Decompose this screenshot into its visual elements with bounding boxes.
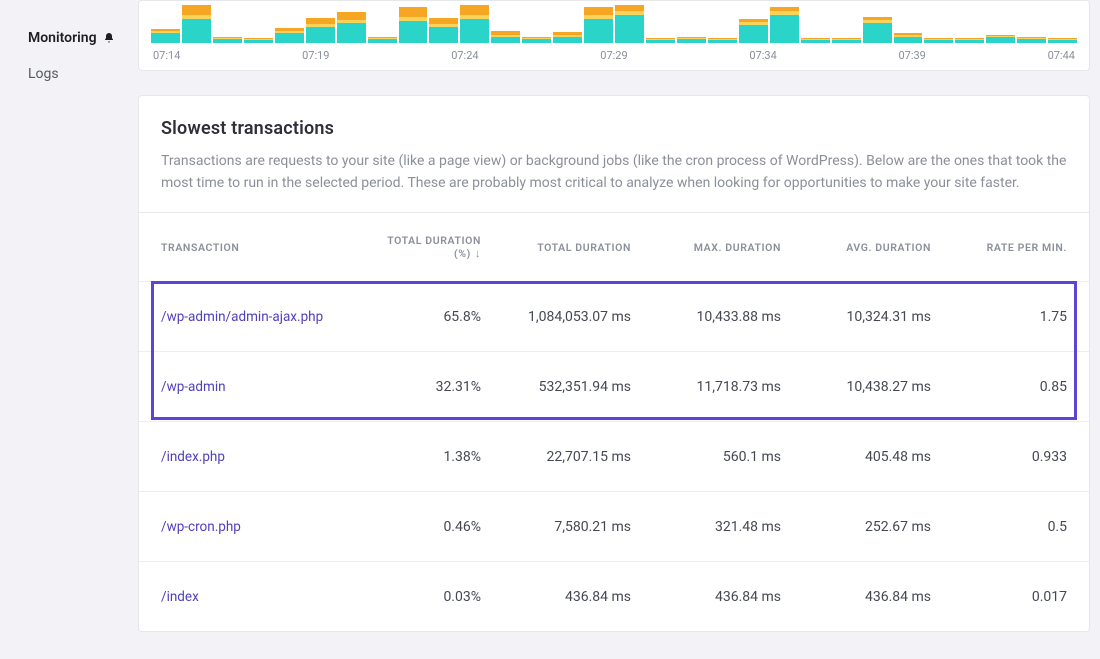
sidebar-item-label: Logs [28, 66, 59, 82]
chart-bar [337, 12, 366, 43]
cell-avg: 405.48 ms [781, 449, 931, 465]
timeline-x-axis: 07:14 07:19 07:24 07:29 07:34 07:39 07:44 [139, 43, 1089, 62]
cell-rate: 0.017 [931, 589, 1067, 605]
cell-pct: 1.38% [381, 449, 481, 465]
table-row: /wp-cron.php 0.46%7,580.21 ms321.48 ms252… [139, 491, 1089, 561]
chart-bar [894, 33, 923, 43]
chart-bar [1017, 37, 1046, 43]
cell-avg: 252.67 ms [781, 519, 931, 535]
table-row: /wp-admin 32.31%532,351.94 ms11,718.73 ms… [139, 351, 1089, 421]
x-axis-label: 07:14 [153, 49, 180, 62]
chart-bar [863, 17, 892, 43]
chart-bar [151, 29, 180, 43]
x-axis-label: 07:24 [451, 49, 478, 62]
transaction-link[interactable]: /wp-admin/admin-ajax.php [161, 309, 323, 325]
chart-bar [924, 38, 953, 43]
cell-pct: 0.03% [381, 589, 481, 605]
cell-pct: 32.31% [381, 379, 481, 395]
cell-pct: 65.8% [381, 309, 481, 325]
cell-avg: 436.84 ms [781, 589, 931, 605]
chart-bar [646, 38, 675, 43]
transaction-link[interactable]: /index.php [161, 449, 225, 465]
x-axis-label: 07:19 [302, 49, 329, 62]
cell-total: 7,580.21 ms [481, 519, 631, 535]
chart-bar [368, 37, 397, 43]
chart-bar [553, 32, 582, 43]
transactions-table-header: TRANSACTION TOTAL DURATION (%)↓ TOTAL DU… [139, 213, 1089, 281]
chart-bar [399, 7, 428, 43]
chart-bar [739, 19, 768, 43]
chart-bar [244, 38, 273, 43]
cell-max: 436.84 ms [631, 589, 781, 605]
cell-total: 532,351.94 ms [481, 379, 631, 395]
th-total-duration[interactable]: TOTAL DURATION [481, 241, 631, 254]
chart-bar [986, 35, 1015, 43]
chart-bar [955, 38, 984, 43]
cell-pct: 0.46% [381, 519, 481, 535]
th-max-duration[interactable]: MAX. DURATION [631, 241, 781, 254]
cell-total: 436.84 ms [481, 589, 631, 605]
chart-bar [275, 28, 304, 43]
bell-icon [103, 32, 115, 44]
x-axis-label: 07:34 [749, 49, 776, 62]
cell-rate: 1.75 [931, 309, 1067, 325]
main-content: 07:14 07:19 07:24 07:29 07:34 07:39 07:44 Slow… [138, 0, 1100, 659]
table-row: /index.php 1.38%22,707.15 ms560.1 ms405.4… [139, 421, 1089, 491]
cell-avg: 10,438.27 ms [781, 379, 931, 395]
chart-bar [182, 5, 211, 43]
transactions-description: Transactions are requests to your site (… [161, 151, 1067, 194]
th-transaction[interactable]: TRANSACTION [161, 241, 381, 254]
cell-max: 560.1 ms [631, 449, 781, 465]
transactions-table-body: /wp-admin/admin-ajax.php 65.8%1,084,053.0… [139, 281, 1089, 631]
chart-bar [429, 18, 458, 43]
chart-bar [460, 5, 489, 43]
timeline-chart-card: 07:14 07:19 07:24 07:29 07:34 07:39 07:44 [138, 0, 1090, 71]
sidebar-item-monitoring[interactable]: Monitoring [28, 20, 138, 56]
sidebar-item-logs[interactable]: Logs [28, 56, 138, 92]
transactions-title: Slowest transactions [161, 118, 1067, 139]
table-row: /wp-admin/admin-ajax.php 65.8%1,084,053.0… [139, 281, 1089, 351]
transaction-link[interactable]: /wp-admin [161, 379, 226, 395]
chart-bar [770, 7, 799, 43]
x-axis-label: 07:29 [600, 49, 627, 62]
th-rate-per-min[interactable]: RATE PER MIN. [931, 241, 1067, 254]
sidebar-item-label: Monitoring [28, 30, 97, 46]
x-axis-label: 07:39 [898, 49, 925, 62]
chart-bar [832, 38, 861, 43]
sidebar: Monitoring Logs [0, 0, 138, 659]
chart-bar [677, 37, 706, 43]
chart-bar [584, 7, 613, 43]
chart-bar [491, 31, 520, 43]
transaction-link[interactable]: /index [161, 589, 199, 605]
th-avg-duration[interactable]: AVG. DURATION [781, 241, 931, 254]
cell-total: 22,707.15 ms [481, 449, 631, 465]
cell-rate: 0.933 [931, 449, 1067, 465]
timeline-chart [139, 3, 1089, 43]
transactions-header: Slowest transactions Transactions are re… [139, 96, 1089, 213]
cell-rate: 0.85 [931, 379, 1067, 395]
chart-bar [801, 38, 830, 43]
transactions-card: Slowest transactions Transactions are re… [138, 95, 1090, 632]
cell-avg: 10,324.31 ms [781, 309, 931, 325]
chart-bar [522, 37, 551, 43]
chart-bar [1048, 38, 1077, 43]
table-row: /index0.03%436.84 ms436.84 ms436.84 ms0.… [139, 561, 1089, 631]
cell-max: 10,433.88 ms [631, 309, 781, 325]
chart-bar [213, 37, 242, 43]
chart-bar [708, 38, 737, 43]
cell-rate: 0.5 [931, 519, 1067, 535]
x-axis-label: 07:44 [1048, 49, 1075, 62]
cell-total: 1,084,053.07 ms [481, 309, 631, 325]
cell-max: 11,718.73 ms [631, 379, 781, 395]
th-total-duration-pct[interactable]: TOTAL DURATION (%)↓ [381, 234, 481, 260]
cell-max: 321.48 ms [631, 519, 781, 535]
chart-bar [306, 18, 335, 43]
transaction-link[interactable]: /wp-cron.php [161, 519, 241, 535]
chart-bar [615, 5, 644, 43]
